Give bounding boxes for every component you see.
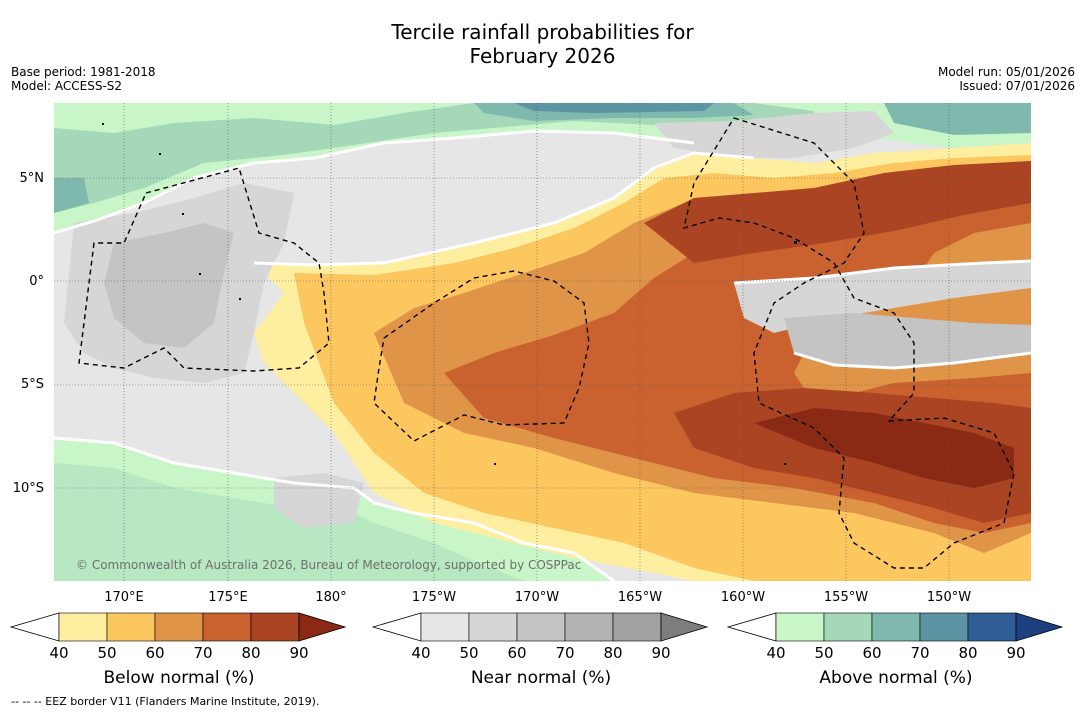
colorbar-near-normal-cell-40 bbox=[420, 612, 470, 642]
tercile-boundary-line bbox=[253, 151, 755, 267]
tick-below-40: 40 bbox=[49, 644, 69, 662]
colorbar-below-normal-cell-40 bbox=[58, 612, 108, 642]
model-run-date: Model run: 05/01/2026 bbox=[937, 65, 1075, 79]
colorbar-above-normal-lower-extend bbox=[727, 612, 777, 642]
tick-near-90: 90 bbox=[651, 644, 671, 662]
map-title: Tercile rainfall probabilities for Febru… bbox=[0, 20, 1085, 68]
copyright-notice: © Commonwealth of Australia 2026, Bureau… bbox=[76, 558, 582, 572]
map-gridlines bbox=[54, 103, 1031, 581]
colorbar-below-normal-upper-extend bbox=[298, 612, 347, 642]
colorbar-above-normal-cell-80 bbox=[967, 612, 1017, 642]
colorbar-label-near-normal: Near normal (%) bbox=[470, 668, 612, 688]
eez-border-phoenix bbox=[373, 270, 590, 442]
tick-above-90: 90 bbox=[1006, 644, 1026, 662]
colorbar-near-normal-cell-50 bbox=[468, 612, 518, 642]
eez-border-line-islands bbox=[683, 117, 1015, 569]
above-normal-50-south bbox=[54, 463, 524, 581]
lon-label-150w: 150°W bbox=[926, 590, 972, 605]
colorbar-above-normal-cell-60 bbox=[871, 612, 921, 642]
colorbar-above-normal-cell-70 bbox=[919, 612, 969, 642]
above-normal-50-north bbox=[54, 103, 814, 213]
colorbar-near-normal bbox=[372, 612, 709, 642]
island-specks bbox=[102, 123, 797, 465]
title-line-1: Tercile rainfall probabilities for bbox=[391, 20, 694, 44]
tick-above-70: 70 bbox=[910, 644, 930, 662]
colorbar-near-normal-cell-60 bbox=[516, 612, 566, 642]
colorbar-near-normal-lower-extend bbox=[372, 612, 422, 642]
lon-label-175e: 175°E bbox=[208, 590, 248, 605]
colorbar-label-below-normal: Below normal (%) bbox=[103, 668, 255, 688]
colorbar-above-normal-cell-40 bbox=[775, 612, 825, 642]
near-normal-top-center bbox=[654, 111, 894, 158]
tercile-boundary-line-4 bbox=[733, 259, 1031, 370]
below-normal-80-region bbox=[644, 161, 1031, 263]
lon-label-175w: 175°W bbox=[411, 590, 457, 605]
tick-near-80: 80 bbox=[603, 644, 623, 662]
eez-footnote: -- -- -- EEZ border V11 (Flanders Marine… bbox=[11, 695, 320, 708]
lat-label-5s: 5°S bbox=[20, 377, 44, 392]
colorbar-below-normal-lower-extend bbox=[10, 612, 60, 642]
issued-date: Issued: 07/01/2026 bbox=[959, 79, 1075, 93]
colorbar-above-normal-upper-extend bbox=[1015, 612, 1064, 642]
title-line-2: February 2026 bbox=[469, 44, 616, 68]
lon-label-170w: 170°W bbox=[514, 590, 560, 605]
colorbar-below-normal-cell-70 bbox=[202, 612, 252, 642]
tercile-boundary-line-2 bbox=[54, 129, 695, 235]
eez-borders bbox=[78, 117, 1015, 569]
tick-above-60: 60 bbox=[862, 644, 882, 662]
lon-label-155w: 155°W bbox=[823, 590, 869, 605]
above-normal-70-north bbox=[514, 103, 714, 113]
lat-label-0: 0° bbox=[29, 274, 44, 289]
lon-label-160w: 160°W bbox=[720, 590, 766, 605]
tick-below-90: 90 bbox=[289, 644, 309, 662]
model-name: Model: ACCESS-S2 bbox=[11, 79, 123, 93]
rainfall-probability-map bbox=[54, 103, 1031, 581]
tick-near-60: 60 bbox=[507, 644, 527, 662]
lon-label-180: 180° bbox=[315, 590, 347, 605]
near-normal-region-east-2 bbox=[784, 313, 1031, 368]
near-normal-60-west bbox=[104, 223, 234, 348]
tick-below-80: 80 bbox=[241, 644, 261, 662]
colorbar-near-normal-cell-70 bbox=[564, 612, 614, 642]
eez-border-tuvalu bbox=[78, 167, 330, 372]
tick-near-40: 40 bbox=[411, 644, 431, 662]
lat-label-5n: 5°N bbox=[19, 171, 45, 186]
colorbar-below-normal-cells bbox=[10, 612, 347, 642]
above-normal-region-ne bbox=[884, 103, 1031, 135]
colorbar-below-normal-cell-80 bbox=[250, 612, 300, 642]
colorbar-label-above-normal: Above normal (%) bbox=[819, 668, 973, 688]
above-normal-60-north bbox=[54, 103, 754, 213]
colorbar-near-normal-upper-extend bbox=[660, 612, 709, 642]
base-period: Base period: 1981-2018 bbox=[11, 65, 156, 79]
colorbar-below-normal-cell-60 bbox=[154, 612, 204, 642]
run-info: Model run: 05/01/2026 Issued: 07/01/2026 bbox=[938, 65, 1075, 93]
tick-above-40: 40 bbox=[766, 644, 786, 662]
colorbar-above-normal-cells bbox=[727, 612, 1064, 642]
tick-near-70: 70 bbox=[555, 644, 575, 662]
colorbar-above-normal-cell-50 bbox=[823, 612, 873, 642]
tick-below-70: 70 bbox=[193, 644, 213, 662]
colorbar-near-normal-cells bbox=[372, 612, 709, 642]
model-info: Base period: 1981-2018 Model: ACCESS-S2 bbox=[11, 65, 156, 93]
colorbar-above-normal bbox=[727, 612, 1064, 642]
tick-below-50: 50 bbox=[97, 644, 117, 662]
colorbar-below-normal-cell-50 bbox=[106, 612, 156, 642]
colorbar-below-normal bbox=[10, 612, 347, 642]
lon-label-170e: 170°E bbox=[104, 590, 144, 605]
lat-label-10s: 10°S bbox=[12, 481, 44, 496]
tick-above-50: 50 bbox=[814, 644, 834, 662]
colorbar-near-normal-cell-80 bbox=[612, 612, 662, 642]
tick-above-80: 80 bbox=[958, 644, 978, 662]
tercile-boundary-line-3 bbox=[54, 436, 615, 581]
tick-near-50: 50 bbox=[459, 644, 479, 662]
lon-label-165w: 165°W bbox=[617, 590, 663, 605]
tick-below-60: 60 bbox=[145, 644, 165, 662]
